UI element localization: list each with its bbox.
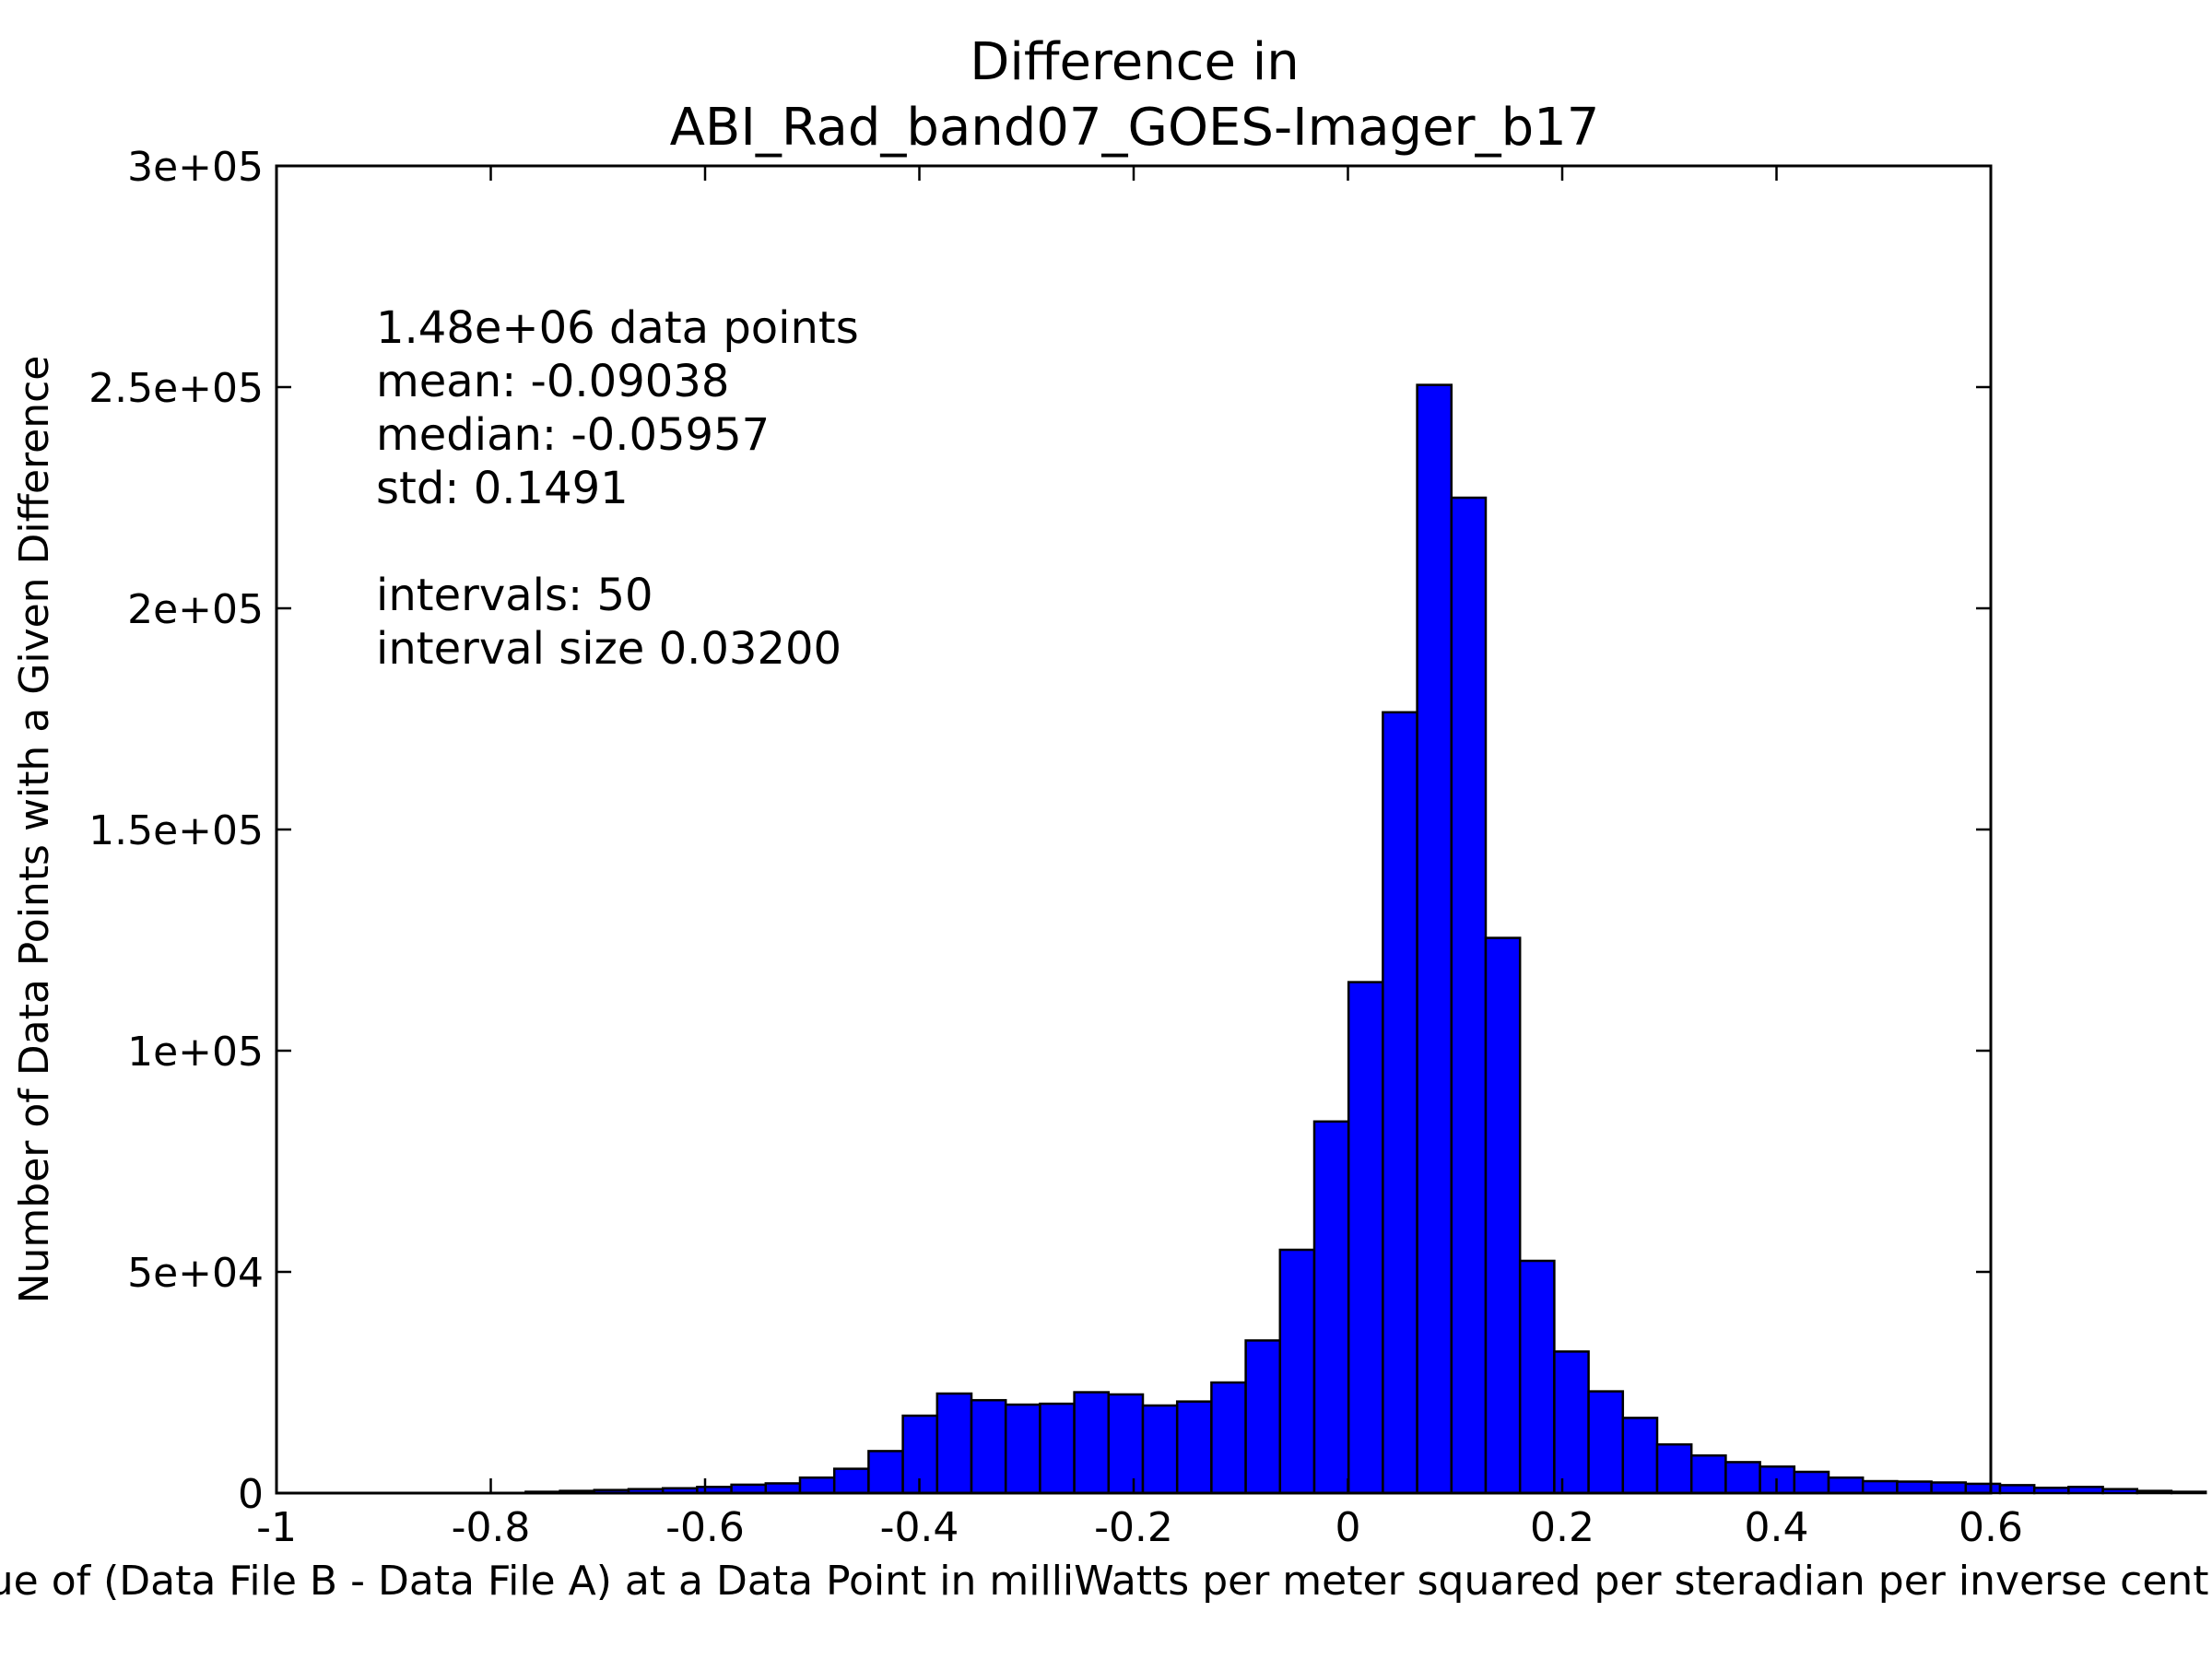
y-tick-label: 2.5e+05 (88, 365, 264, 412)
stats-mean: mean: -0.09038 (376, 356, 729, 407)
histogram-bar (1107, 1393, 1145, 1495)
histogram-bar (1073, 1391, 1111, 1495)
histogram-bar (764, 1482, 802, 1495)
y-tick-label: 5e+04 (127, 1250, 264, 1297)
histogram-bar (1382, 711, 1418, 1495)
chart-title-line2: ABI_Rad_band07_GOES-Imager_b17 (670, 98, 1600, 158)
histogram-bar (2032, 1486, 2070, 1495)
histogram-bar (1896, 1480, 1933, 1495)
histogram-bar (1004, 1403, 1041, 1495)
chart-title-line1: Difference in (970, 32, 1300, 92)
histogram-bar (832, 1467, 870, 1495)
histogram-bar (1484, 936, 1522, 1495)
histogram-bar (1450, 496, 1488, 1495)
histogram-bar (1141, 1404, 1179, 1495)
x-tick-label: 0.6 (1959, 1504, 2023, 1551)
histogram-bar (1587, 1390, 1625, 1495)
x-tick-label: -0.6 (665, 1504, 745, 1551)
y-axis-label: Number of Data Points with a Given Diffe… (11, 356, 58, 1304)
histogram-bar (1416, 383, 1453, 1495)
histogram-bar (1930, 1481, 1968, 1495)
histogram-bar (1278, 1248, 1316, 1495)
histogram-bar (1553, 1350, 1590, 1495)
y-tick-label: 1e+05 (127, 1029, 264, 1076)
stats-interval-size: interval size 0.03200 (376, 623, 841, 675)
histogram-bar (935, 1392, 973, 1495)
histogram-bar (1518, 1259, 1556, 1495)
stats-annotation: 1.48e+06 data points mean: -0.09038 medi… (376, 302, 859, 675)
x-tick-label: 0.4 (1745, 1504, 1809, 1551)
histogram-bar (2101, 1488, 2139, 1495)
histogram-bar (867, 1450, 904, 1495)
x-tick-label: -0.2 (1094, 1504, 1173, 1551)
histogram-bar (1827, 1476, 1865, 1495)
histogram-bar (1655, 1442, 1693, 1495)
histogram-bar (1210, 1381, 1247, 1495)
stats-std: std: 0.1491 (376, 463, 629, 514)
y-tick-label: 2e+05 (127, 586, 264, 633)
histogram-bar (2067, 1486, 2104, 1495)
x-tick-label: -0.4 (880, 1504, 959, 1551)
histogram-bar (1175, 1400, 1213, 1495)
histogram-bar (1347, 981, 1384, 1495)
histogram-bar (1244, 1339, 1282, 1495)
histogram-bar (2136, 1489, 2173, 1495)
stats-median: median: -0.05957 (376, 409, 770, 461)
histogram-bar (1964, 1482, 2002, 1495)
stats-data-points: 1.48e+06 data points (376, 302, 859, 354)
x-tick-label: -0.8 (452, 1504, 531, 1551)
y-tick-label: 1.5e+05 (88, 807, 264, 854)
histogram-bar (1621, 1417, 1659, 1495)
histogram-bar (1861, 1479, 1899, 1495)
x-tick-label: -1 (256, 1504, 297, 1551)
histogram-bar (1039, 1402, 1076, 1495)
histogram-bars (524, 383, 2207, 1495)
histogram-bar (798, 1476, 836, 1495)
y-tick-label: 0 (238, 1471, 264, 1518)
histogram-bar (1724, 1461, 1761, 1495)
x-axis-label: Value of (Data File B - Data File A) at … (0, 1558, 2212, 1605)
x-tick-label: 0 (1335, 1504, 1361, 1551)
stats-intervals: intervals: 50 (376, 570, 653, 621)
histogram-bar (1793, 1470, 1830, 1495)
histogram-bar (970, 1398, 1007, 1495)
histogram-bar (1312, 1120, 1350, 1495)
y-tick-label: 3e+05 (127, 144, 264, 191)
axis-ticks: -1 -0.8 -0.6 -0.4 -0.2 0 0.2 0.4 0.6 0 5e+04 1e+05 1… (88, 144, 2023, 1551)
plot-frame (275, 164, 1993, 1495)
histogram-bar (1689, 1453, 1727, 1495)
histogram-bar (1998, 1484, 2036, 1495)
x-tick-label: 0.2 (1530, 1504, 1594, 1551)
histogram-bar (2170, 1490, 2207, 1495)
